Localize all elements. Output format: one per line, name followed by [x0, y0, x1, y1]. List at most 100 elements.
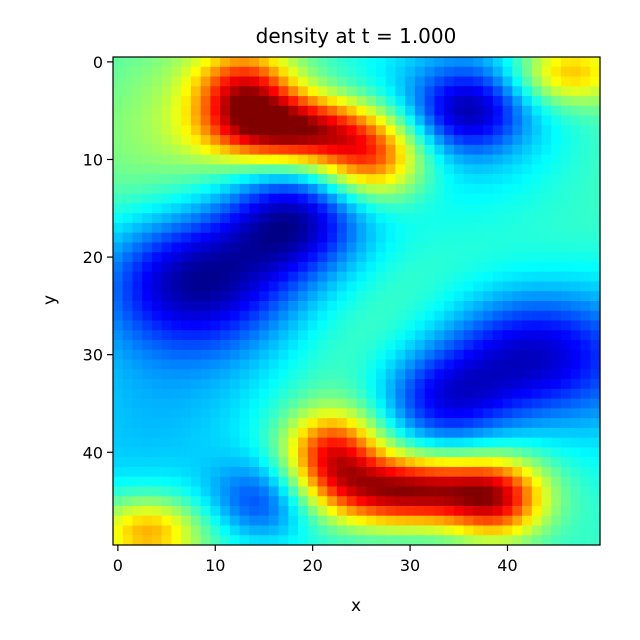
heatmap-image: [113, 57, 601, 546]
heatmap-cell: [229, 379, 241, 390]
heatmap-cell: [239, 76, 250, 87]
heatmap-cell: [561, 57, 572, 68]
heatmap-cell: [278, 437, 289, 448]
heatmap-cell: [122, 418, 134, 429]
heatmap-cell: [122, 86, 134, 97]
heatmap-cell: [366, 398, 377, 409]
heatmap-cell: [492, 203, 504, 214]
heatmap-cell: [210, 320, 221, 331]
heatmap-cell: [307, 437, 319, 448]
heatmap-cell: [181, 125, 192, 136]
heatmap-cell: [346, 213, 358, 224]
heatmap-cell: [171, 408, 182, 419]
heatmap-cell: [337, 144, 348, 156]
heatmap-cell: [414, 193, 426, 204]
heatmap-cell: [366, 203, 377, 214]
heatmap-cell: [327, 496, 338, 507]
heatmap-cell: [356, 515, 367, 527]
heatmap-cell: [298, 320, 309, 331]
heatmap-cell: [337, 505, 348, 517]
heatmap-cell: [590, 369, 601, 380]
heatmap-cell: [307, 505, 319, 517]
heatmap-cell: [473, 193, 484, 204]
heatmap-cell: [337, 408, 348, 419]
heatmap-cell: [375, 359, 387, 370]
heatmap-cell: [278, 193, 289, 204]
heatmap-cell: [132, 496, 143, 507]
heatmap-cell: [531, 535, 543, 546]
heatmap-cell: [414, 242, 426, 253]
heatmap-cell: [181, 203, 192, 214]
heatmap-cell: [268, 525, 280, 536]
heatmap-cell: [356, 115, 367, 126]
heatmap-cell: [278, 261, 289, 273]
heatmap-cell: [414, 76, 426, 87]
heatmap-cell: [580, 252, 591, 263]
heatmap-cell: [181, 437, 192, 448]
heatmap-cell: [385, 388, 397, 400]
heatmap-cell: [541, 515, 552, 527]
heatmap-cell: [473, 125, 484, 136]
heatmap-cell: [512, 330, 523, 341]
heatmap-cell: [463, 164, 474, 175]
heatmap-cell: [288, 418, 299, 429]
heatmap-cell: [590, 291, 601, 302]
heatmap-cell: [259, 301, 270, 312]
heatmap-cell: [268, 320, 280, 331]
heatmap-cell: [307, 349, 319, 361]
heatmap-cell: [385, 476, 397, 488]
heatmap-cell: [356, 261, 367, 273]
heatmap-cell: [541, 310, 552, 322]
heatmap-cell: [298, 252, 309, 263]
heatmap-cell: [434, 437, 445, 448]
heatmap-cell: [346, 183, 358, 195]
heatmap-cell: [171, 515, 182, 527]
heatmap-cell: [414, 505, 426, 517]
heatmap-cell: [561, 427, 572, 439]
heatmap-cell: [171, 535, 182, 546]
heatmap-cell: [473, 232, 484, 244]
heatmap-cell: [307, 86, 319, 97]
heatmap-cell: [239, 213, 250, 224]
heatmap-cell: [551, 457, 562, 468]
heatmap-cell: [561, 86, 572, 97]
heatmap-cell: [385, 320, 397, 331]
heatmap-cell: [113, 466, 124, 478]
heatmap-cell: [385, 515, 397, 527]
heatmap-cell: [151, 281, 163, 292]
heatmap-cell: [122, 154, 134, 165]
heatmap-cell: [220, 291, 231, 302]
heatmap-cell: [502, 320, 513, 331]
heatmap-cell: [259, 222, 270, 234]
heatmap-cell: [483, 418, 494, 429]
heatmap-cell: [502, 525, 513, 536]
heatmap-cell: [249, 125, 260, 136]
heatmap-cell: [531, 349, 543, 361]
heatmap-cell: [580, 261, 591, 273]
heatmap-cell: [366, 369, 377, 380]
heatmap-cell: [366, 183, 377, 195]
heatmap-cell: [249, 418, 260, 429]
heatmap-cell: [561, 66, 572, 78]
heatmap-cell: [531, 164, 543, 175]
heatmap-cell: [132, 125, 143, 136]
heatmap-cell: [327, 369, 338, 380]
heatmap-cell: [142, 447, 153, 458]
heatmap-cell: [453, 154, 465, 165]
heatmap-cell: [395, 291, 406, 302]
heatmap-cell: [551, 408, 562, 419]
heatmap-cell: [561, 222, 572, 234]
heatmap-cell: [268, 66, 280, 78]
heatmap-cell: [395, 310, 406, 322]
heatmap-cell: [463, 105, 474, 117]
heatmap-cell: [161, 379, 173, 390]
heatmap-cell: [151, 447, 163, 458]
heatmap-cell: [307, 340, 319, 351]
heatmap-cell: [492, 66, 504, 78]
heatmap-cell: [473, 261, 484, 273]
heatmap-cell: [561, 388, 572, 400]
heatmap-cell: [288, 359, 299, 370]
heatmap-cell: [580, 369, 591, 380]
heatmap-cell: [210, 359, 221, 370]
heatmap-cell: [463, 213, 474, 224]
